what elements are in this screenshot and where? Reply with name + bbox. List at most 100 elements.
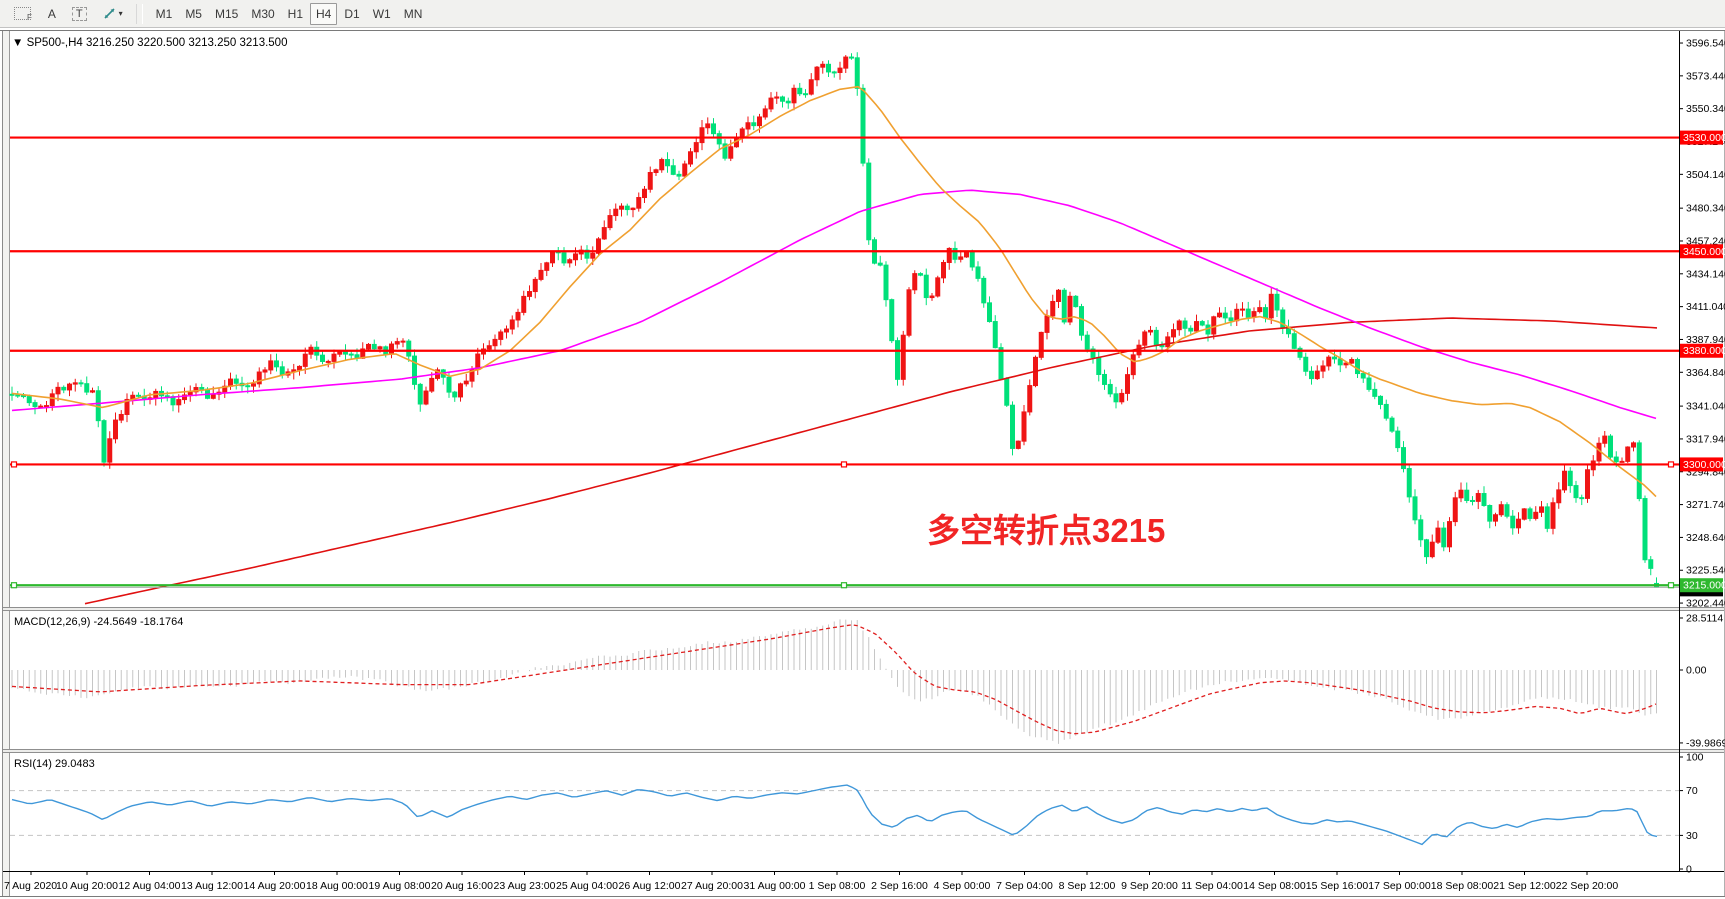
- hline-left-handle[interactable]: [10, 582, 18, 589]
- hline-label-box: [1680, 578, 1723, 593]
- macd-signal-line: [11, 624, 1657, 735]
- macd-axis-label: 28.5114: [1686, 613, 1723, 625]
- date-axis-label[interactable]: 8 Sep 12:00: [1059, 880, 1116, 892]
- price-axis-label: 3271.740: [1686, 499, 1725, 511]
- date-axis-label[interactable]: 31 Aug 00:00: [744, 880, 806, 892]
- cursor-mode-button[interactable]: ▾: [96, 3, 129, 25]
- date-axis-label[interactable]: 25 Aug 04:00: [556, 880, 618, 892]
- rsi-label: RSI(14) 29.0483: [14, 758, 95, 770]
- timeframe-button-m15[interactable]: M15: [209, 3, 244, 25]
- date-axis-label[interactable]: 18 Sep 08:00: [1431, 880, 1494, 892]
- date-axis-label[interactable]: 2 Sep 16:00: [871, 880, 928, 892]
- date-axis-label[interactable]: 1 Sep 08:00: [809, 880, 866, 892]
- grid-template-icon: [14, 7, 31, 20]
- date-axis-label[interactable]: 7 Aug 2020: [4, 880, 57, 892]
- timeframe-button-h1[interactable]: H1: [282, 3, 309, 25]
- price-axis-label: 3411.040: [1686, 301, 1725, 313]
- date-axis-label[interactable]: 7 Sep 04:00: [996, 880, 1053, 892]
- date-axis-label[interactable]: 23 Aug 23:00: [494, 880, 556, 892]
- chart-left-margin: [2, 31, 10, 896]
- ma-slow-line: [84, 317, 1658, 605]
- hline-label-3450: 3450.000: [1680, 244, 1725, 259]
- hline-label-text: 3300.000: [1683, 459, 1725, 471]
- price-axis-label: 3225.540: [1686, 565, 1725, 577]
- dropdown-caret-icon: ▾: [118, 9, 123, 18]
- price-axis-label: 3504.140: [1686, 169, 1725, 181]
- date-axis-label[interactable]: 17 Sep 00:00: [1368, 880, 1431, 892]
- rsi-axis-label: 0: [1686, 864, 1692, 876]
- rsi-line: [11, 784, 1658, 846]
- date-axis-label[interactable]: 15 Sep 16:00: [1306, 880, 1369, 892]
- price-axis-label: 3480.340: [1686, 203, 1725, 215]
- date-axis-label[interactable]: 11 Sep 04:00: [1181, 880, 1243, 892]
- rsi-axis-label: 70: [1686, 785, 1698, 797]
- date-axis-label[interactable]: 22 Sep 20:00: [1556, 880, 1619, 892]
- macd-histogram-layer: [11, 619, 1657, 744]
- price-axis-label: 3550.340: [1686, 103, 1725, 115]
- hline-right-handle[interactable]: [1667, 582, 1675, 589]
- rsi-axis-label: 100: [1686, 752, 1704, 764]
- hline-left-handle[interactable]: [10, 461, 18, 468]
- hline-right-handle[interactable]: [1667, 461, 1675, 468]
- timeframe-button-m1[interactable]: M1: [150, 3, 179, 25]
- date-axis-label[interactable]: 14 Aug 20:00: [244, 880, 306, 892]
- price-axis-label: 3341.040: [1686, 401, 1725, 413]
- macd-axis-label: 0.00: [1686, 665, 1707, 677]
- price-axis-label: 3387.940: [1686, 334, 1725, 346]
- price-axis-label: 3573.440: [1686, 70, 1725, 82]
- hline-label-text: 3450.000: [1683, 246, 1725, 258]
- panel-splitter-1[interactable]: [3, 607, 1724, 611]
- grid-template-icon-label: F: [27, 13, 32, 22]
- text-box-icon: T: [71, 6, 87, 21]
- toolbar-separator: [135, 3, 143, 24]
- panel-splitter-2[interactable]: [3, 749, 1724, 753]
- timeframe-button-mn[interactable]: MN: [398, 3, 429, 25]
- hline-label-box: [1680, 244, 1723, 259]
- date-axis-label[interactable]: 10 Aug 20:00: [56, 880, 118, 892]
- timeframe-toolbar: M1 M5 M15 M30 H1 H4 D1 W1 MN: [150, 2, 429, 25]
- hline-label-3530: 3530.000: [1680, 130, 1725, 145]
- hline-label-box: [1680, 343, 1723, 358]
- date-axis-label[interactable]: 26 Aug 12:00: [619, 880, 681, 892]
- crossed-arrows-icon: [104, 7, 115, 19]
- timeframe-button-h4[interactable]: H4: [310, 2, 338, 25]
- font-tool-button[interactable]: A: [41, 3, 63, 25]
- date-axis-label[interactable]: 12 Aug 04:00: [119, 880, 181, 892]
- rsi-axis-label: 30: [1686, 830, 1698, 842]
- date-axis-label[interactable]: 9 Sep 20:00: [1121, 880, 1178, 892]
- text-label-tool-button[interactable]: T: [66, 3, 93, 25]
- timeframe-button-d1[interactable]: D1: [338, 3, 365, 25]
- hline-label-text: 3380.000: [1683, 345, 1725, 357]
- symbol-title-label: ▼ SP500-,H4 3216.250 3220.500 3213.250 3…: [12, 37, 287, 49]
- price-axis-label: 3317.940: [1686, 433, 1725, 445]
- price-axis-label: 3248.640: [1686, 532, 1725, 544]
- timeframe-button-m30[interactable]: M30: [245, 3, 280, 25]
- macd-axis-label: -39.9869: [1686, 737, 1725, 749]
- date-axis-label[interactable]: 18 Aug 00:00: [306, 880, 368, 892]
- price-axis-label: 3596.540: [1686, 38, 1725, 50]
- hline-middle-handle[interactable]: [840, 461, 848, 468]
- hline-label-3215: 3215.000: [1680, 578, 1725, 593]
- hline-label-box: [1680, 130, 1723, 145]
- timeframe-button-m5[interactable]: M5: [179, 3, 208, 25]
- date-axis-label[interactable]: 27 Aug 20:00: [681, 880, 743, 892]
- date-axis-label[interactable]: 13 Aug 12:00: [181, 880, 243, 892]
- macd-label: MACD(12,26,9) -24.5649 -18.1764: [14, 616, 183, 628]
- hline-middle-handle[interactable]: [840, 582, 848, 589]
- date-axis-label[interactable]: 21 Sep 12:00: [1493, 880, 1556, 892]
- date-axis-label[interactable]: 19 Aug 08:00: [369, 880, 431, 892]
- timeframe-button-w1[interactable]: W1: [367, 3, 397, 25]
- chart-template-button[interactable]: F: [8, 3, 38, 25]
- date-axis-label[interactable]: 20 Aug 16:00: [431, 880, 493, 892]
- hline-label-text: 3530.000: [1683, 132, 1725, 144]
- hline-3215[interactable]: [10, 582, 1679, 589]
- ma-fast-line: [11, 85, 1657, 498]
- date-axis-label[interactable]: 4 Sep 00:00: [934, 880, 991, 892]
- price-axis-label: 3434.140: [1686, 268, 1725, 280]
- hline-label-3300: 3300.000: [1680, 457, 1725, 472]
- date-axis-label[interactable]: 14 Sep 08:00: [1243, 880, 1306, 892]
- hline-3300[interactable]: [10, 461, 1679, 468]
- hline-label-3380: 3380.000: [1680, 343, 1725, 358]
